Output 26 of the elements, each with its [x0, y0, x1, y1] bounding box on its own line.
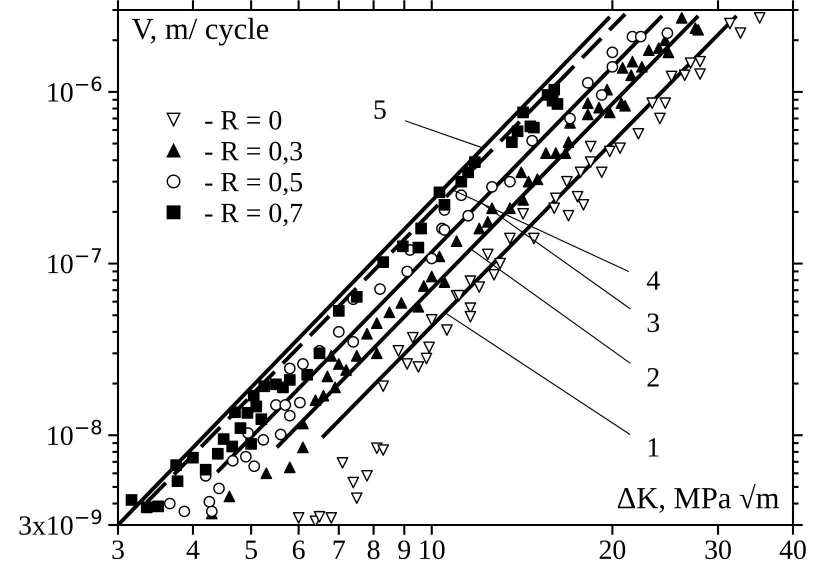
y-tick-label: 10$^{−6}$	[48, 76, 102, 102]
legend-label: - R = 0,5	[205, 172, 302, 196]
x-tick-label: 7	[334, 540, 345, 559]
x-tick-label: 20	[600, 540, 626, 560]
x-tick-label: 30	[705, 540, 731, 560]
x-tick-label: 5	[246, 540, 257, 560]
x-tick-label: 3	[112, 540, 124, 560]
x-tick-label: 40	[780, 540, 806, 560]
annotation: 2	[648, 368, 659, 386]
x-tick-label: 9	[398, 540, 410, 560]
annotation: 5	[374, 100, 386, 119]
legend-label: - R = 0,7	[205, 204, 302, 226]
annotation: 1	[648, 438, 659, 456]
x-tick-label: 8	[368, 540, 380, 560]
x-tick-label: 4	[186, 540, 200, 559]
legend-label: - R = 0,3	[205, 142, 302, 165]
y-tick-label: 10$^{−8}$	[48, 420, 102, 446]
annotation: 3	[648, 313, 660, 332]
x-tick-label: 6	[292, 540, 305, 560]
y-tick-label: 3x10$^{−9}$	[19, 510, 102, 535]
legend-label: - R = 0	[205, 110, 282, 130]
y-tick-label: 10$^{−7}$	[48, 248, 101, 274]
annotation: 4	[646, 271, 660, 290]
y-axis-title: V, m/ cycle	[132, 18, 268, 46]
x-tick-label: 10	[420, 540, 445, 560]
x-axis-title: ΔK, MPa √m	[618, 484, 780, 513]
